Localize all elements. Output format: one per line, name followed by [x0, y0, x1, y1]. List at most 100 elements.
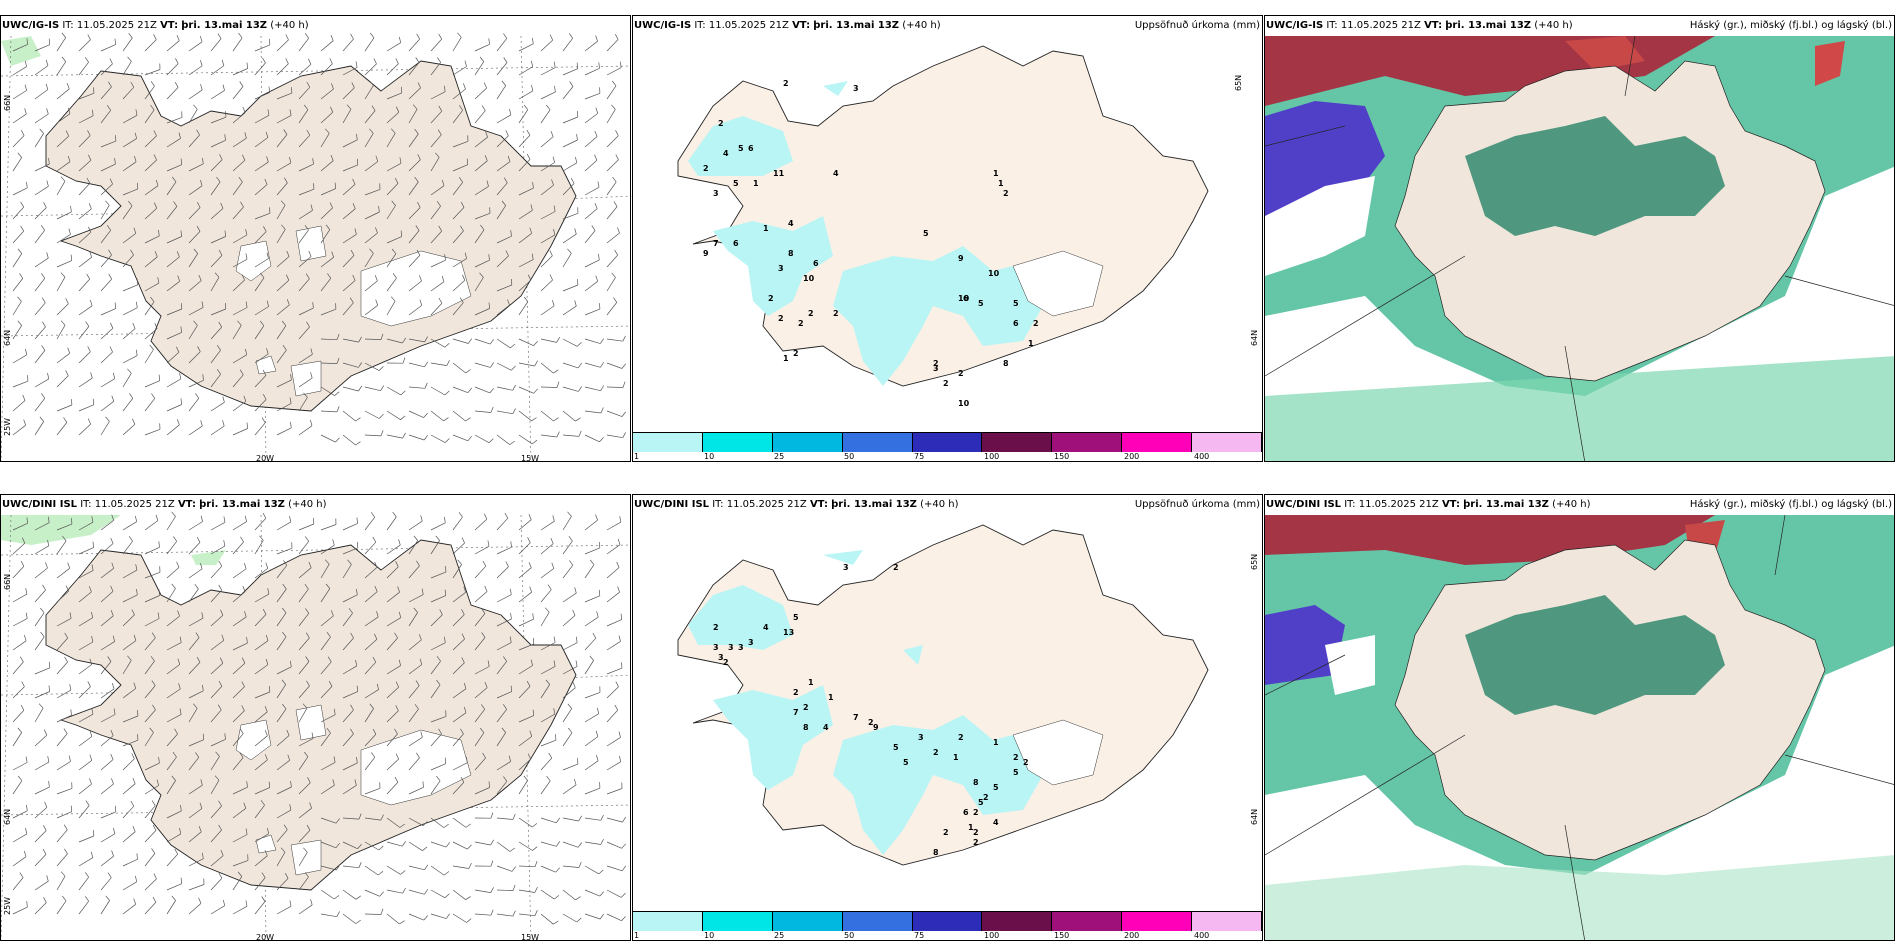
wind-barb-flag [47, 516, 50, 523]
wind-barb [298, 782, 311, 795]
wind-barb-flag [423, 434, 428, 441]
wind-barb [386, 913, 400, 925]
wind-barb [188, 325, 198, 340]
wind-barb [518, 686, 531, 699]
wind-barb-flag [553, 636, 556, 643]
wind-barb [12, 380, 29, 388]
wind-barb [320, 386, 335, 396]
wind-barb-flag [481, 105, 486, 111]
wind-barb [100, 783, 114, 795]
wind-barb [188, 41, 203, 52]
wind-barb-flag [392, 511, 397, 518]
wind-barb [188, 231, 201, 244]
wind-barb [100, 205, 110, 220]
wind-barb-flag [132, 777, 136, 784]
wind-barb-flag [461, 609, 465, 615]
wind-barb [78, 115, 94, 124]
wind-barb [12, 230, 24, 244]
wind-barb [56, 181, 66, 196]
wind-barb [408, 520, 423, 531]
wind-barb-flag [111, 562, 115, 569]
wind-barb-flag [136, 278, 139, 285]
wind-barb-flag [374, 633, 378, 640]
wind-barb [232, 786, 248, 795]
wind-barb [78, 857, 93, 867]
wind-barb-flag [335, 842, 340, 849]
wind-barb-flag [290, 421, 292, 428]
wind-barb [166, 117, 183, 124]
wind-barb-flag [374, 585, 378, 592]
wind-barb-flag [48, 661, 51, 668]
wind-barb [34, 734, 48, 747]
wind-barb [496, 889, 514, 891]
wind-barb [34, 65, 49, 76]
wind-barb-flag [200, 179, 203, 186]
wind-barb-flag [484, 513, 488, 520]
wind-barb [518, 817, 533, 828]
wind-barb-flag [25, 756, 28, 763]
wind-barb [276, 427, 292, 436]
wind-barb-flag [84, 57, 89, 63]
wind-barb-flag [217, 33, 222, 39]
wind-barb-flag [281, 679, 286, 685]
wind-barb [408, 817, 424, 827]
wind-barb-flag [281, 320, 287, 326]
wind-barb [144, 571, 161, 579]
wind-barb [540, 67, 556, 76]
wind-barb [298, 188, 315, 196]
wind-barb [562, 865, 579, 868]
wind-barb [408, 865, 425, 871]
wind-barb [12, 187, 28, 196]
wind-barb [562, 68, 578, 76]
wind-barb [100, 328, 114, 340]
wind-barb-flag [42, 848, 47, 855]
wind-barb-flag [283, 177, 288, 184]
wind-barb [518, 187, 534, 196]
wind-barb-flag [219, 657, 224, 664]
wind-barb [12, 400, 26, 412]
wind-barb-flag [172, 751, 177, 758]
wind-barb [540, 684, 550, 699]
wind-barb [342, 410, 356, 422]
wind-barb-flag [354, 779, 357, 786]
wind-barb [342, 594, 358, 603]
wind-barb [584, 841, 601, 845]
wind-barb-flag [462, 274, 466, 281]
wind-barb-flag [171, 511, 176, 517]
wind-barb [122, 161, 137, 172]
wind-barb [606, 913, 622, 922]
wind-barb [210, 65, 225, 76]
wind-barb [562, 410, 576, 422]
wind-barb-flag [150, 81, 155, 87]
wind-barb-flag [336, 333, 340, 340]
wind-barb [562, 592, 577, 603]
wind-barb [298, 830, 311, 843]
wind-barb-flag [573, 778, 577, 785]
wind-barb-flag [175, 58, 179, 64]
wind-barb-flag [308, 58, 312, 65]
wind-barb [474, 186, 489, 196]
wind-barb-flag [328, 680, 333, 687]
precip-value-label: 2 [803, 703, 809, 712]
wind-barb [166, 40, 180, 52]
wind-barb [210, 662, 224, 675]
wind-barb [540, 279, 553, 292]
wind-barb-flag [479, 56, 485, 62]
precip-value-label: 2 [783, 79, 789, 88]
wind-barb-flag [259, 535, 264, 541]
wind-barb-flag [335, 818, 340, 824]
wind-barb-flag [531, 253, 534, 260]
wind-barb-flag [600, 362, 604, 368]
wind-barb-flag [371, 105, 376, 111]
wind-barb [496, 38, 508, 52]
wind-barb [210, 181, 221, 196]
wind-barb [496, 85, 506, 100]
wind-barb-flag [199, 35, 203, 42]
wind-barb [100, 568, 114, 579]
wind-barb-flag [621, 916, 626, 921]
wind-barb [188, 89, 203, 100]
wind-barb-flag [157, 277, 160, 284]
wind-barb-flag [399, 920, 405, 925]
wind-barb-flag [526, 680, 531, 687]
wind-barb-flag [24, 108, 27, 115]
